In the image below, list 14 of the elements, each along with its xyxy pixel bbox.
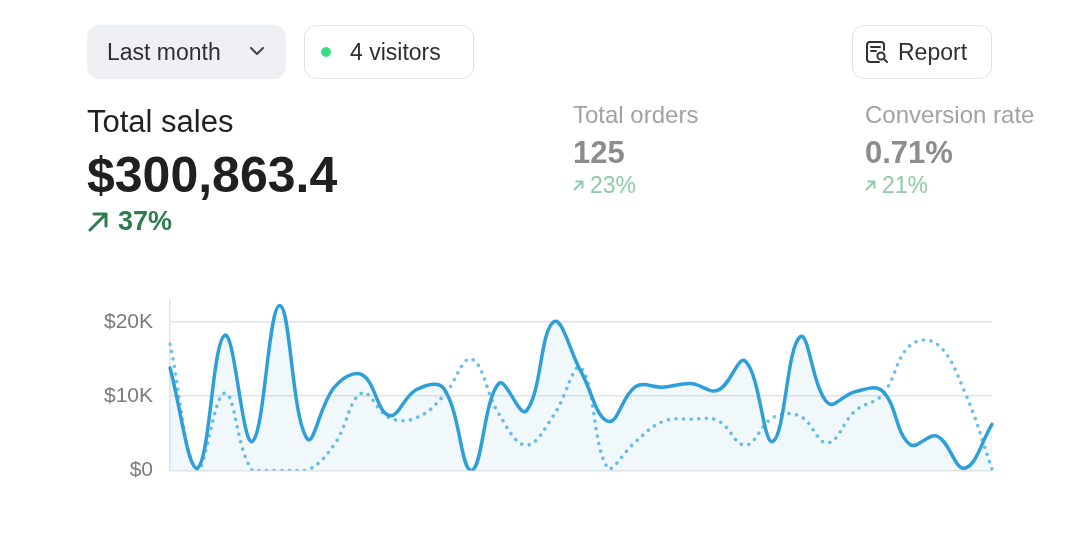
y-tick-label: $20K — [103, 308, 153, 332]
text: Conversion rate — [865, 101, 1035, 128]
y-tick-label: $10K — [103, 382, 153, 406]
text: 125 — [573, 135, 625, 170]
button[interactable]: Report — [852, 25, 992, 79]
text: Total orders — [573, 101, 699, 128]
text: 23% — [590, 172, 637, 198]
text: 21% — [882, 172, 929, 198]
y-tick-label: $0 — [129, 457, 153, 481]
text: 0.71% — [865, 135, 953, 170]
chart-subtitle: $300,863.4 — [87, 147, 338, 203]
text: 37% — [118, 206, 173, 236]
chart-title: Total sales — [87, 104, 234, 139]
dropdown[interactable]: Last month — [87, 25, 286, 79]
